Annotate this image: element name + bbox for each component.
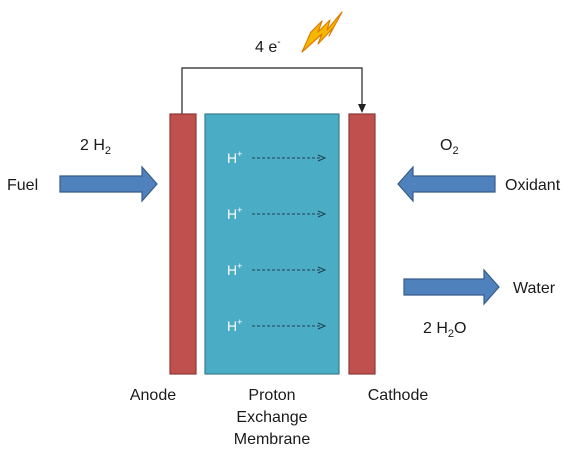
membrane-label-line-2: Exchange [236,409,307,426]
cathode-label: Cathode [368,387,429,404]
proton-exchange-membrane [204,113,340,375]
proton-arrowhead [317,154,327,162]
oxidant-formula: O2 [440,137,459,157]
proton-arrowhead [317,210,327,218]
cathode-electrode [348,113,376,375]
fuel-label: Fuel [7,177,38,194]
anode-label: Anode [130,387,176,404]
lightning-bolt-icon [301,11,343,53]
proton-label: H+ [227,149,242,166]
electron-label: 4 e- [255,37,281,56]
membrane-label-line-3: Membrane [234,431,311,448]
proton-label: H+ [227,205,242,222]
membrane-label-line-1: Proton [248,387,295,404]
fuel-arrow [59,165,158,203]
wire-arrowhead [358,104,366,113]
proton-arrowhead [317,266,327,274]
proton-row: H+ [227,261,327,278]
fuel-formula: 2 H2 [80,137,111,157]
water-arrow [403,268,500,306]
proton-row: H+ [227,317,327,334]
proton-row: H+ [227,205,327,222]
external-circuit-wire [181,67,363,114]
proton-row: H+ [227,149,327,166]
oxidant-arrow [397,165,496,203]
water-formula: 2 H2O [423,320,467,340]
anode-electrode [169,113,197,375]
proton-label: H+ [227,261,242,278]
oxidant-label: Oxidant [505,177,561,194]
proton-arrowhead [317,322,327,330]
proton-label: H+ [227,317,242,334]
water-label: Water [513,280,556,297]
